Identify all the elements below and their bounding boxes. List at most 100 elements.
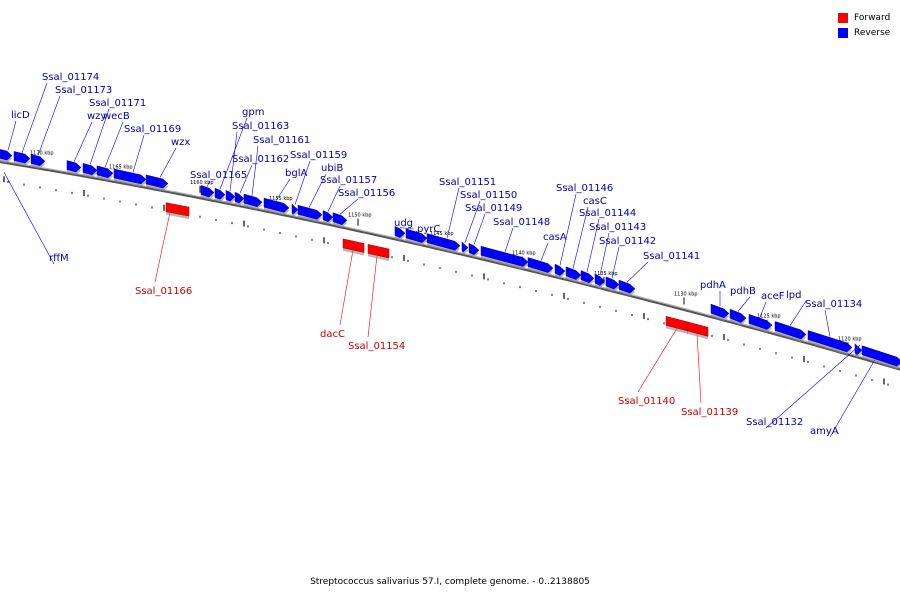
gene-label-ssal_01174[interactable]: Ssal_01174 xyxy=(42,72,99,83)
gene-label-ssal_01154[interactable]: Ssal_01154 xyxy=(348,341,405,352)
gene-feature-ssal_01150[interactable] xyxy=(461,240,469,253)
gene-feature-ssal_01173[interactable] xyxy=(30,153,46,166)
gene-label-ssal_01139[interactable]: Ssal_01139 xyxy=(681,407,738,418)
gene-feature-pdhb[interactable] xyxy=(729,308,747,323)
gene-label-gpm[interactable]: gpm xyxy=(242,107,264,118)
gene-label-pyrc[interactable]: pyrC xyxy=(417,224,440,235)
gene-label-ssal_01140[interactable]: Ssal_01140 xyxy=(618,396,675,407)
gene-feature-ssal_01149[interactable] xyxy=(468,243,480,256)
gene-label-ssal_01151[interactable]: Ssal_01151 xyxy=(439,177,496,188)
gene-feature-ssal_01171[interactable] xyxy=(82,163,98,176)
gene-label-ssal_01165[interactable]: Ssal_01165 xyxy=(190,170,247,181)
gene-feature-ssal_01144[interactable] xyxy=(580,270,595,284)
gene-feature-ssal_01151[interactable] xyxy=(426,233,461,251)
legend-forward: Forward xyxy=(838,10,890,25)
legend-reverse-swatch xyxy=(838,27,848,38)
gene-feature-ssal_01148[interactable] xyxy=(480,245,529,267)
gene-label-casc[interactable]: casC xyxy=(583,196,607,207)
gene-feature-ssal_01169[interactable] xyxy=(113,168,147,185)
gene-feature-ssal_01141[interactable] xyxy=(618,279,636,294)
gene-label-ssal_01143[interactable]: Ssal_01143 xyxy=(589,222,646,233)
gene-label-ssal_01148[interactable]: Ssal_01148 xyxy=(493,217,550,228)
gene-feature-ssal_01159[interactable] xyxy=(291,203,299,215)
gene-label-wzx[interactable]: wzx xyxy=(171,137,190,148)
gene-feature-licd[interactable] xyxy=(0,149,13,161)
gene-label-wzy[interactable]: wzy xyxy=(87,111,106,122)
gene-label-ssal_01144[interactable]: Ssal_01144 xyxy=(579,208,636,219)
gene-feature-bgla[interactable] xyxy=(263,197,290,213)
gene-feature-udg[interactable] xyxy=(394,226,406,238)
gene-label-pdhb[interactable]: pdhB xyxy=(730,286,756,297)
gene-label-dacc[interactable]: dacC xyxy=(320,329,345,340)
gene-feature-ssal_01134[interactable] xyxy=(807,330,853,353)
gene-feature-pyrc[interactable] xyxy=(405,228,428,243)
gene-label-ssal_01157[interactable]: Ssal_01157 xyxy=(320,175,377,186)
gene-feature-ssal_01165[interactable] xyxy=(200,185,215,198)
gene-label-casa[interactable]: casA xyxy=(543,232,567,243)
gene-leader-line xyxy=(219,117,248,190)
gene-leader-line xyxy=(504,227,514,253)
gene-label-bgla[interactable]: bglA xyxy=(285,168,307,179)
gene-feature-ssal_01174[interactable] xyxy=(13,151,31,164)
scale-tick-label: 1165 kbp xyxy=(109,164,133,170)
gene-feature-ssal_01154[interactable] xyxy=(367,244,390,259)
gene-feature-wecb[interactable] xyxy=(96,165,114,179)
gene-leader-line xyxy=(206,180,211,187)
gene-feature-ssal_01162[interactable] xyxy=(234,191,245,204)
gene-feature-ssal_01166[interactable] xyxy=(165,202,190,217)
gene-feature-casc[interactable] xyxy=(565,266,582,280)
gene-label-ssal_01150[interactable]: Ssal_01150 xyxy=(460,190,517,201)
gene-label-ssal_01169[interactable]: Ssal_01169 xyxy=(124,124,181,135)
gene-label-ssal_01142[interactable]: Ssal_01142 xyxy=(599,236,656,247)
gene-feature-casa[interactable] xyxy=(527,257,554,273)
gene-label-ssal_01156[interactable]: Ssal_01156 xyxy=(338,188,395,199)
gene-label-ssal_01173[interactable]: Ssal_01173 xyxy=(55,85,112,96)
gene-label-wecb[interactable]: wecB xyxy=(103,111,130,122)
genome-backbone-highlight xyxy=(0,160,900,369)
gene-label-ubib[interactable]: ubiB xyxy=(321,163,343,174)
gene-feature-pdha[interactable] xyxy=(710,303,730,319)
gene-label-ssal_01162[interactable]: Ssal_01162 xyxy=(232,154,289,165)
gene-label-ssal_01166[interactable]: Ssal_01166 xyxy=(135,286,192,297)
gene-label-udg[interactable]: udg xyxy=(394,218,413,229)
legend-forward-label: Forward xyxy=(854,12,891,23)
gene-feature-ssal_01163[interactable] xyxy=(225,190,236,202)
gene-feature-ssal_01157[interactable] xyxy=(322,210,334,223)
gene-feature-ssal_01156[interactable] xyxy=(332,212,348,226)
gene-leader-line xyxy=(540,242,549,261)
gene-feature-ssal_01132[interactable] xyxy=(854,343,863,356)
gene-leader-line xyxy=(586,218,600,273)
gene-label-ssal_01146[interactable]: Ssal_01146 xyxy=(556,183,613,194)
gene-leader-line xyxy=(473,213,486,245)
gene-feature-ssal_01146[interactable] xyxy=(554,263,566,276)
gene-label-ssal_01163[interactable]: Ssal_01163 xyxy=(232,121,289,132)
gene-feature-gpm[interactable] xyxy=(214,187,226,200)
gene-feature-ssal_01161[interactable] xyxy=(243,193,263,208)
scale-tick-label: 1130 kbp xyxy=(674,291,698,297)
gene-label-ssal_01149[interactable]: Ssal_01149 xyxy=(465,203,522,214)
gene-feature-ssal_01139[interactable] xyxy=(686,321,709,337)
gene-label-ssal_01159[interactable]: Ssal_01159 xyxy=(290,150,347,161)
gene-label-licd[interactable]: licD xyxy=(11,110,30,121)
gene-leader-line xyxy=(829,350,881,438)
gene-label-amya[interactable]: amyA xyxy=(810,426,839,437)
gene-label-lpd[interactable]: lpd xyxy=(786,290,801,301)
scale-tick-label: 1140 kbp xyxy=(512,251,536,257)
gene-feature-lpd[interactable] xyxy=(774,321,807,340)
gene-label-ssal_01161[interactable]: Ssal_01161 xyxy=(253,135,310,146)
gene-feature-dacc[interactable] xyxy=(342,238,365,253)
gene-label-pdha[interactable]: pdhA xyxy=(700,280,726,291)
gene-label-ssal_01171[interactable]: Ssal_01171 xyxy=(89,98,146,109)
gene-leader-line xyxy=(446,187,460,239)
gene-label-ssal_01134[interactable]: Ssal_01134 xyxy=(805,299,862,310)
gene-label-ssal_01132[interactable]: Ssal_01132 xyxy=(746,417,803,428)
gene-label-acef[interactable]: aceF xyxy=(761,291,785,302)
gene-label-ssal_01141[interactable]: Ssal_01141 xyxy=(643,251,700,262)
gene-feature-acef[interactable] xyxy=(748,313,773,330)
gene-feature-wzy[interactable] xyxy=(66,160,82,173)
gene-feature-ubib[interactable] xyxy=(297,204,323,220)
gene-feature-ssal_01142[interactable] xyxy=(605,276,620,290)
gene-feature-wzx[interactable] xyxy=(145,174,169,189)
gene-label-rffm[interactable]: rffM xyxy=(49,253,69,264)
gene-feature-ssal_01143[interactable] xyxy=(594,273,606,286)
